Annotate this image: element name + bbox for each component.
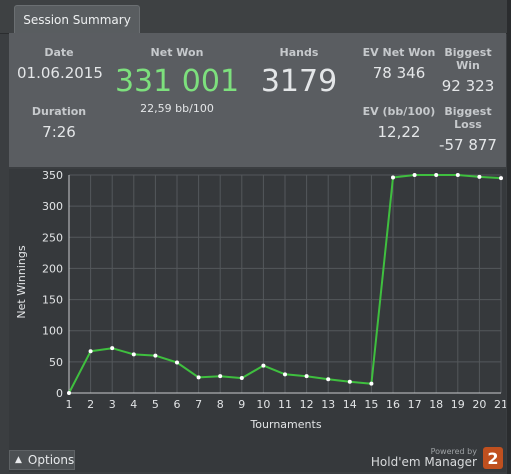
net-won-label: Net Won: [150, 46, 204, 59]
data-point: [326, 377, 331, 382]
net-won-bb100: 22,59 bb/100: [140, 102, 214, 115]
tab-session-summary[interactable]: Session Summary: [14, 5, 140, 33]
ev-bb100-stat: EV (bb/100) 12,22: [359, 105, 439, 141]
x-tick-label: 1: [66, 398, 73, 411]
x-tick-label: 9: [238, 398, 245, 411]
date-label: Date: [44, 46, 74, 59]
biggest-win-label: Biggest Win: [444, 46, 492, 72]
data-point: [455, 173, 460, 177]
y-tick-label: 50: [49, 356, 63, 369]
x-tick-label: 3: [109, 398, 116, 411]
y-axis-label: Net Winnings: [15, 245, 28, 318]
x-tick-label: 14: [343, 398, 357, 411]
biggest-win-value: 92 323: [441, 77, 495, 95]
tab-bar: Session Summary: [0, 0, 507, 34]
data-point: [196, 375, 201, 380]
data-point: [261, 363, 266, 368]
data-point: [110, 346, 115, 351]
x-tick-label: 11: [278, 398, 292, 411]
biggest-loss-label: Biggest Loss: [444, 105, 492, 131]
x-tick-label: 6: [174, 398, 181, 411]
data-point: [477, 174, 482, 179]
data-point: [131, 352, 136, 357]
ev-net-won-label: EV Net Won: [362, 46, 436, 59]
hands-value: 3179: [260, 64, 338, 99]
summary-panel: Date 01.06.2015 Duration 7:26 Net Won 33…: [9, 33, 506, 167]
ev-net-won-stat: EV Net Won 78 346: [359, 46, 439, 82]
ev-bb100-value: 12,22: [377, 123, 421, 141]
data-point: [153, 353, 158, 358]
chevron-up-icon: ▲: [15, 455, 22, 465]
hands-stat: Hands 3179: [249, 46, 349, 100]
window-border: [507, 0, 511, 474]
powered-by-text: Powered by: [430, 447, 477, 457]
data-point: [304, 374, 309, 379]
duration-stat: Duration 7:26: [17, 105, 101, 141]
x-tick-label: 13: [321, 398, 335, 411]
x-tick-label: 12: [300, 398, 314, 411]
data-point: [239, 376, 244, 381]
date-value: 01.06.2015: [17, 64, 103, 82]
biggest-win-stat: Biggest Win 92 323: [433, 46, 503, 95]
x-tick-label: 5: [152, 398, 159, 411]
x-tick-label: 16: [386, 398, 400, 411]
data-point: [175, 360, 179, 365]
x-tick-label: 20: [472, 398, 486, 411]
x-tick-label: 19: [451, 398, 465, 411]
brand-logo: Powered by Hold'em Manager 2: [371, 447, 503, 469]
biggest-loss-stat: Biggest Loss -57 877: [433, 105, 503, 154]
y-tick-label: 250: [42, 231, 63, 244]
data-point: [391, 175, 395, 180]
hm2-logo-icon: 2: [483, 447, 503, 469]
biggest-loss-value: -57 877: [439, 136, 497, 154]
x-axis-label: Tournaments: [249, 418, 321, 431]
data-point: [88, 349, 93, 354]
tab-label: Session Summary: [23, 12, 131, 27]
data-point: [283, 372, 287, 377]
grid: [68, 174, 502, 394]
x-tick-label: 4: [130, 398, 137, 411]
y-tick-label: 0: [56, 387, 63, 400]
date-stat: Date 01.06.2015: [17, 46, 103, 82]
series: [67, 173, 503, 395]
x-tick-label: 10: [256, 398, 270, 411]
x-tick-label: 18: [429, 398, 443, 411]
duration-value: 7:26: [42, 123, 76, 141]
options-label: Options: [27, 453, 75, 467]
x-tick-label: 2: [87, 398, 94, 411]
net-won-stat: Net Won 331 001 22,59 bb/100: [109, 46, 245, 115]
net-won-value: 331 001: [114, 64, 240, 99]
duration-label: Duration: [31, 105, 87, 118]
y-tick-label: 100: [42, 325, 63, 338]
brand-name: Hold'em Manager: [370, 455, 477, 470]
y-tick-label: 150: [42, 294, 63, 307]
chart-panel: 0 50 100 150 200 250 300 350 1 2 3 4 5 6 7 8 9 10 11 12 13 14…: [9, 169, 506, 472]
y-tick-label: 300: [42, 200, 63, 213]
hands-label: Hands: [279, 46, 319, 59]
ev-bb100-label: EV (bb/100): [362, 105, 436, 118]
data-point: [347, 379, 352, 384]
x-tick-label: 15: [364, 398, 378, 411]
x-tick-label: 21: [494, 398, 506, 411]
x-tick-label: 17: [408, 398, 422, 411]
data-point: [434, 173, 439, 177]
y-tick-label: 350: [42, 169, 63, 182]
ev-net-won-value: 78 346: [372, 64, 426, 82]
data-point: [67, 391, 71, 395]
options-button[interactable]: ▲ Options: [9, 450, 75, 470]
data-point: [412, 173, 417, 177]
x-tick-label: 8: [217, 398, 224, 411]
data-point: [218, 374, 223, 379]
y-tick-label: 200: [42, 262, 63, 275]
data-point: [499, 176, 503, 181]
x-tick-label: 7: [195, 398, 202, 411]
data-point: [369, 381, 374, 386]
